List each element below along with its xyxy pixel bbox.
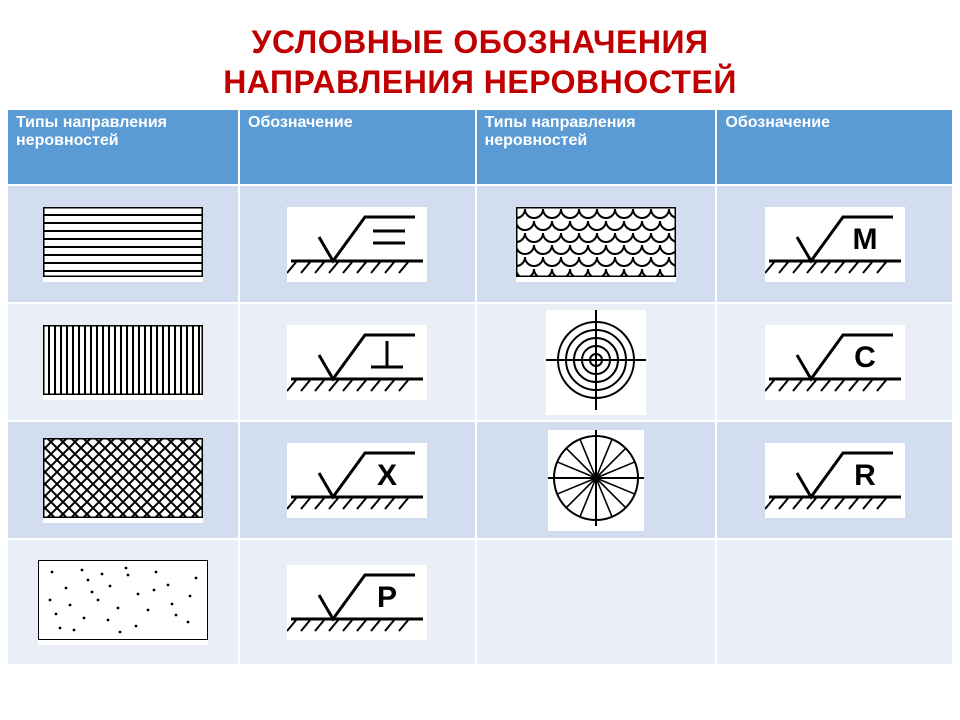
pattern-honeycomb <box>485 190 708 298</box>
empty-cell <box>725 544 944 660</box>
pattern-dots <box>16 544 230 660</box>
svg-text:P: P <box>377 581 397 614</box>
symbol-p: P <box>248 544 467 660</box>
title-line-2: НАПРАВЛЕНИЯ НЕРОВНОСТЕЙ <box>0 62 960 102</box>
col-header-1: Обозначение <box>239 109 476 185</box>
pattern-vertical <box>16 308 230 416</box>
table-row: C <box>7 303 953 421</box>
pattern-horizontal <box>16 190 230 298</box>
symbol-m: M <box>725 190 944 298</box>
col-header-0: Типы направления неровностей <box>7 109 239 185</box>
title-line-1: УСЛОВНЫЕ ОБОЗНАЧЕНИЯ <box>0 22 960 62</box>
pattern-concentric <box>485 308 708 416</box>
symbol-equals <box>248 190 467 298</box>
symbol-r: R <box>725 426 944 534</box>
symbols-table: Типы направления неровностей Обозначение… <box>6 108 954 666</box>
table-row: P <box>7 539 953 665</box>
symbol-perp <box>248 308 467 416</box>
empty-cell <box>485 544 708 660</box>
table-row: X R <box>7 421 953 539</box>
symbol-x: X <box>248 426 467 534</box>
svg-text:R: R <box>854 459 876 492</box>
pattern-crosshatch <box>16 426 230 534</box>
pattern-radial <box>485 426 708 534</box>
page-title: УСЛОВНЫЕ ОБОЗНАЧЕНИЯ НАПРАВЛЕНИЯ НЕРОВНО… <box>0 0 960 102</box>
col-header-2: Типы направления неровностей <box>476 109 717 185</box>
svg-text:X: X <box>377 459 397 492</box>
svg-text:C: C <box>854 341 876 374</box>
table-row: M <box>7 185 953 303</box>
svg-text:M: M <box>852 223 877 256</box>
table-header-row: Типы направления неровностей Обозначение… <box>7 109 953 185</box>
col-header-3: Обозначение <box>716 109 953 185</box>
symbol-c: C <box>725 308 944 416</box>
